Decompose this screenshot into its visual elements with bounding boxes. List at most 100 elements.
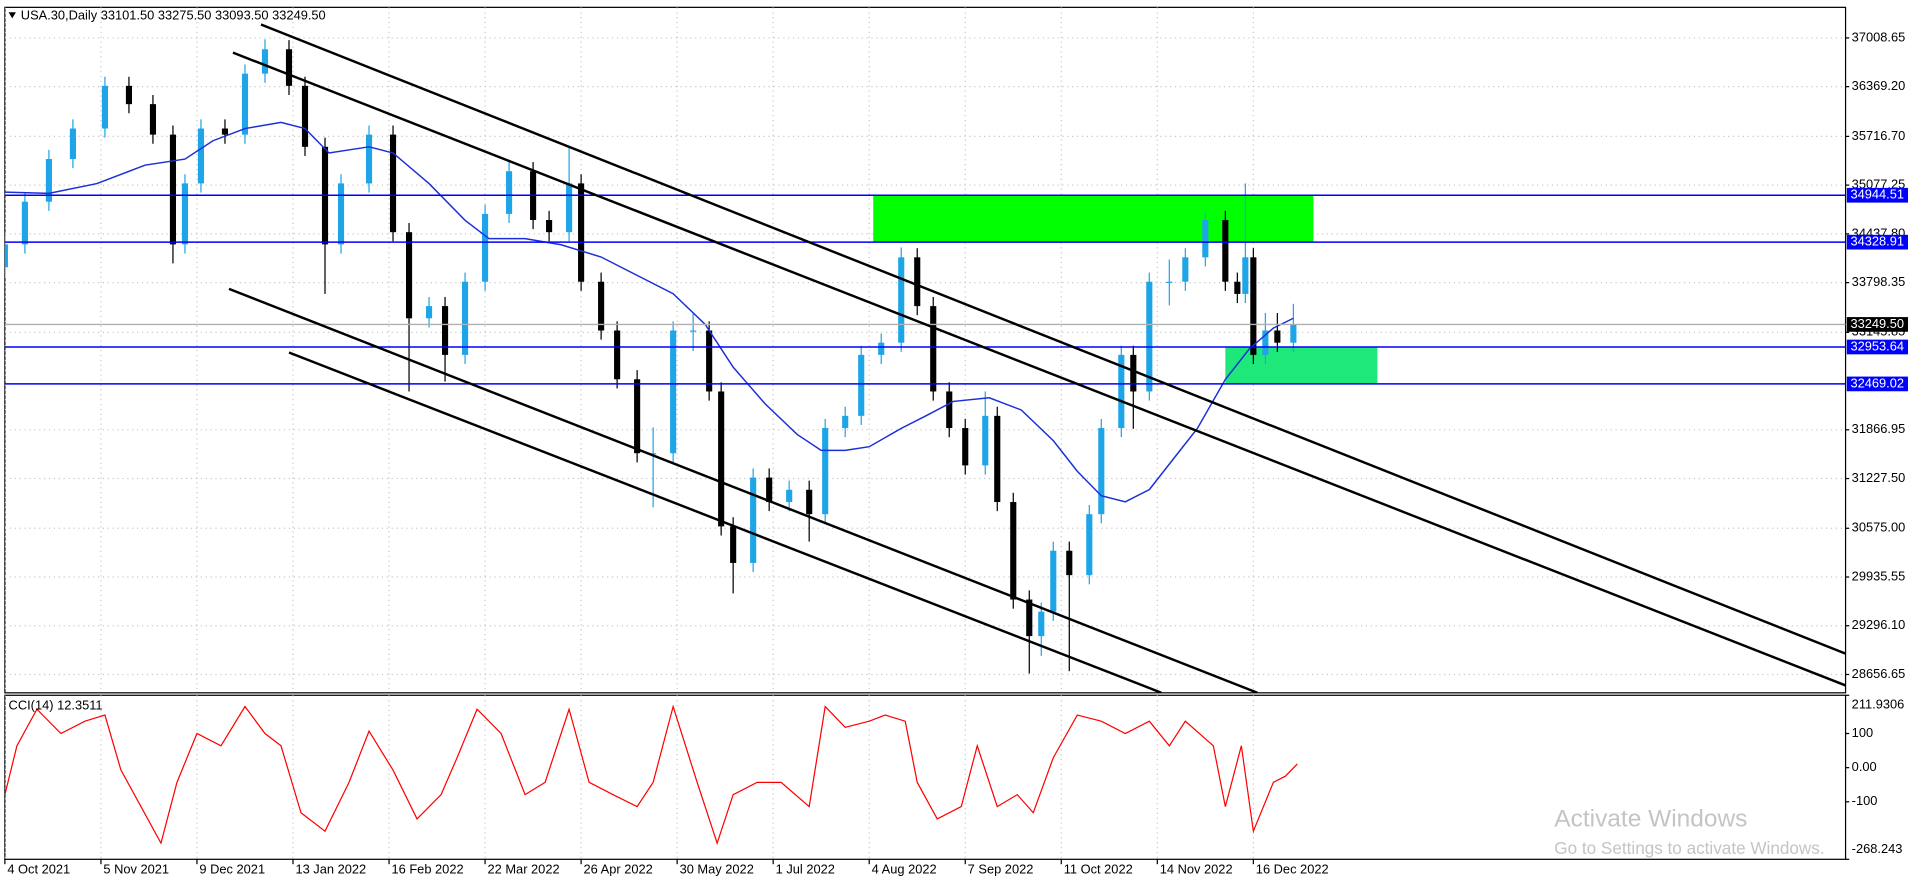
candle-body bbox=[1182, 257, 1189, 282]
y-tick-label: 31227.50 bbox=[1852, 470, 1906, 485]
candle-body bbox=[1086, 514, 1093, 576]
x-tick-label: 22 Mar 2022 bbox=[488, 862, 560, 877]
candle-body bbox=[1222, 219, 1229, 282]
candle-body bbox=[69, 128, 76, 160]
candle-body bbox=[425, 306, 433, 319]
candle-body bbox=[598, 281, 605, 331]
candle-body bbox=[670, 330, 677, 454]
candle-body bbox=[614, 330, 621, 380]
candle-body bbox=[125, 85, 133, 105]
candle-body bbox=[750, 477, 757, 563]
candle-body bbox=[4, 244, 8, 268]
candle-body bbox=[221, 128, 229, 135]
candle-body bbox=[1250, 257, 1257, 355]
x-tick-label: 4 Aug 2022 bbox=[872, 862, 937, 877]
x-tick-label: 5 Nov 2021 bbox=[103, 862, 169, 877]
candle-body bbox=[982, 415, 989, 466]
candle-body bbox=[1234, 281, 1241, 294]
level-label: 32953.64 bbox=[1850, 338, 1904, 353]
candle-body bbox=[405, 232, 413, 319]
menu-arrow[interactable] bbox=[8, 12, 16, 19]
x-tick-label: 16 Feb 2022 bbox=[391, 862, 463, 877]
main-plot bbox=[4, 7, 1846, 693]
candle-body bbox=[650, 453, 657, 455]
candle-body bbox=[566, 183, 573, 233]
trend-line bbox=[288, 351, 1162, 693]
candle-body bbox=[365, 134, 373, 184]
candle-body bbox=[1098, 428, 1105, 515]
candle-body bbox=[45, 159, 52, 202]
moving-average bbox=[4, 121, 1294, 503]
candle-body bbox=[706, 330, 713, 392]
candle-body bbox=[994, 415, 1001, 502]
indicator-line bbox=[4, 704, 1298, 846]
candle-body bbox=[766, 477, 773, 502]
candle-body bbox=[578, 183, 585, 282]
candle-body bbox=[914, 257, 921, 307]
y-tick-label: 33798.35 bbox=[1852, 274, 1906, 289]
x-tick-label: 30 May 2022 bbox=[680, 862, 754, 877]
candle-body bbox=[197, 128, 205, 184]
y-tick-label: 29935.55 bbox=[1852, 568, 1906, 583]
x-tick-label: 16 Dec 2022 bbox=[1256, 862, 1329, 877]
candle-body bbox=[1118, 354, 1125, 429]
candle-body bbox=[1166, 281, 1173, 283]
level-label: 33249.50 bbox=[1850, 316, 1904, 331]
candle-body bbox=[1274, 330, 1281, 343]
x-tick-label: 26 Apr 2022 bbox=[584, 862, 653, 877]
candle-body bbox=[1242, 257, 1249, 294]
y-tick-label: 37008.65 bbox=[1852, 29, 1906, 44]
x-tick-label: 13 Jan 2022 bbox=[295, 862, 366, 877]
candle-body bbox=[1050, 550, 1057, 612]
y-tick-label: 211.9306 bbox=[1852, 696, 1905, 711]
trend-line bbox=[232, 51, 1846, 687]
candle-body bbox=[634, 379, 641, 454]
y-tick-label: 100 bbox=[1852, 725, 1873, 740]
candle-body bbox=[1130, 354, 1137, 392]
candle-body bbox=[241, 73, 249, 135]
trend-line bbox=[228, 287, 1258, 693]
candle-body bbox=[181, 183, 189, 245]
chart-title: USA.30,Daily 33101.50 33275.50 33093.50 … bbox=[21, 7, 326, 22]
candle-body bbox=[1262, 330, 1269, 355]
candle-body bbox=[1010, 501, 1017, 600]
level-badge bbox=[1846, 317, 1908, 332]
candle-body bbox=[786, 489, 793, 502]
y-tick-label: 30575.00 bbox=[1852, 520, 1906, 535]
x-tick-label: 11 Oct 2022 bbox=[1064, 862, 1133, 877]
candle-body bbox=[962, 428, 969, 466]
indicator-title: CCI(14) 12.3511 bbox=[9, 698, 103, 713]
candle-body bbox=[546, 219, 553, 233]
candle-body bbox=[337, 183, 345, 245]
level-label: 32469.02 bbox=[1850, 375, 1904, 390]
level-badge bbox=[1846, 339, 1908, 355]
y-tick-label: 0.00 bbox=[1852, 759, 1877, 774]
candle-body bbox=[1066, 550, 1073, 576]
axes: 4 Oct 2021 5 Nov 2021 9 Dec 2021 13 Jan 202… bbox=[4, 29, 1908, 877]
y-tick-label: -100 bbox=[1852, 793, 1878, 808]
x-tick-label: 4 Oct 2021 bbox=[7, 862, 70, 877]
x-tick-label: 14 Nov 2022 bbox=[1160, 862, 1233, 877]
y-tick-label: 36369.20 bbox=[1852, 78, 1906, 93]
candle-body bbox=[718, 391, 725, 527]
level-label: 34328.91 bbox=[1850, 234, 1904, 249]
cci-panel-border bbox=[4, 694, 1847, 860]
candle-body bbox=[506, 171, 513, 214]
candle-body bbox=[1146, 281, 1153, 392]
candle-body bbox=[858, 354, 865, 416]
y-tick-label: 35077.25 bbox=[1852, 177, 1906, 192]
candle-body bbox=[261, 49, 269, 74]
level-badge bbox=[1846, 234, 1908, 250]
watermark-title: Activate Windows bbox=[1554, 806, 1747, 833]
y-tick-label: 28656.65 bbox=[1852, 666, 1906, 681]
level-badge bbox=[1846, 187, 1908, 203]
candle-body bbox=[1038, 611, 1045, 637]
y-tick-label: 31866.95 bbox=[1852, 421, 1906, 436]
candle-body bbox=[930, 306, 937, 392]
x-tick-label: 1 Jul 2022 bbox=[776, 862, 835, 877]
candle-body bbox=[149, 104, 157, 135]
y-tick-label: -268.243 bbox=[1852, 841, 1903, 856]
